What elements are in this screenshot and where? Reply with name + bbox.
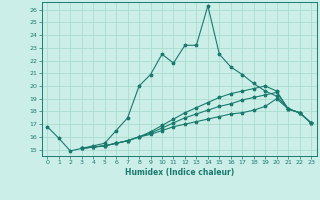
X-axis label: Humidex (Indice chaleur): Humidex (Indice chaleur) — [124, 168, 234, 177]
